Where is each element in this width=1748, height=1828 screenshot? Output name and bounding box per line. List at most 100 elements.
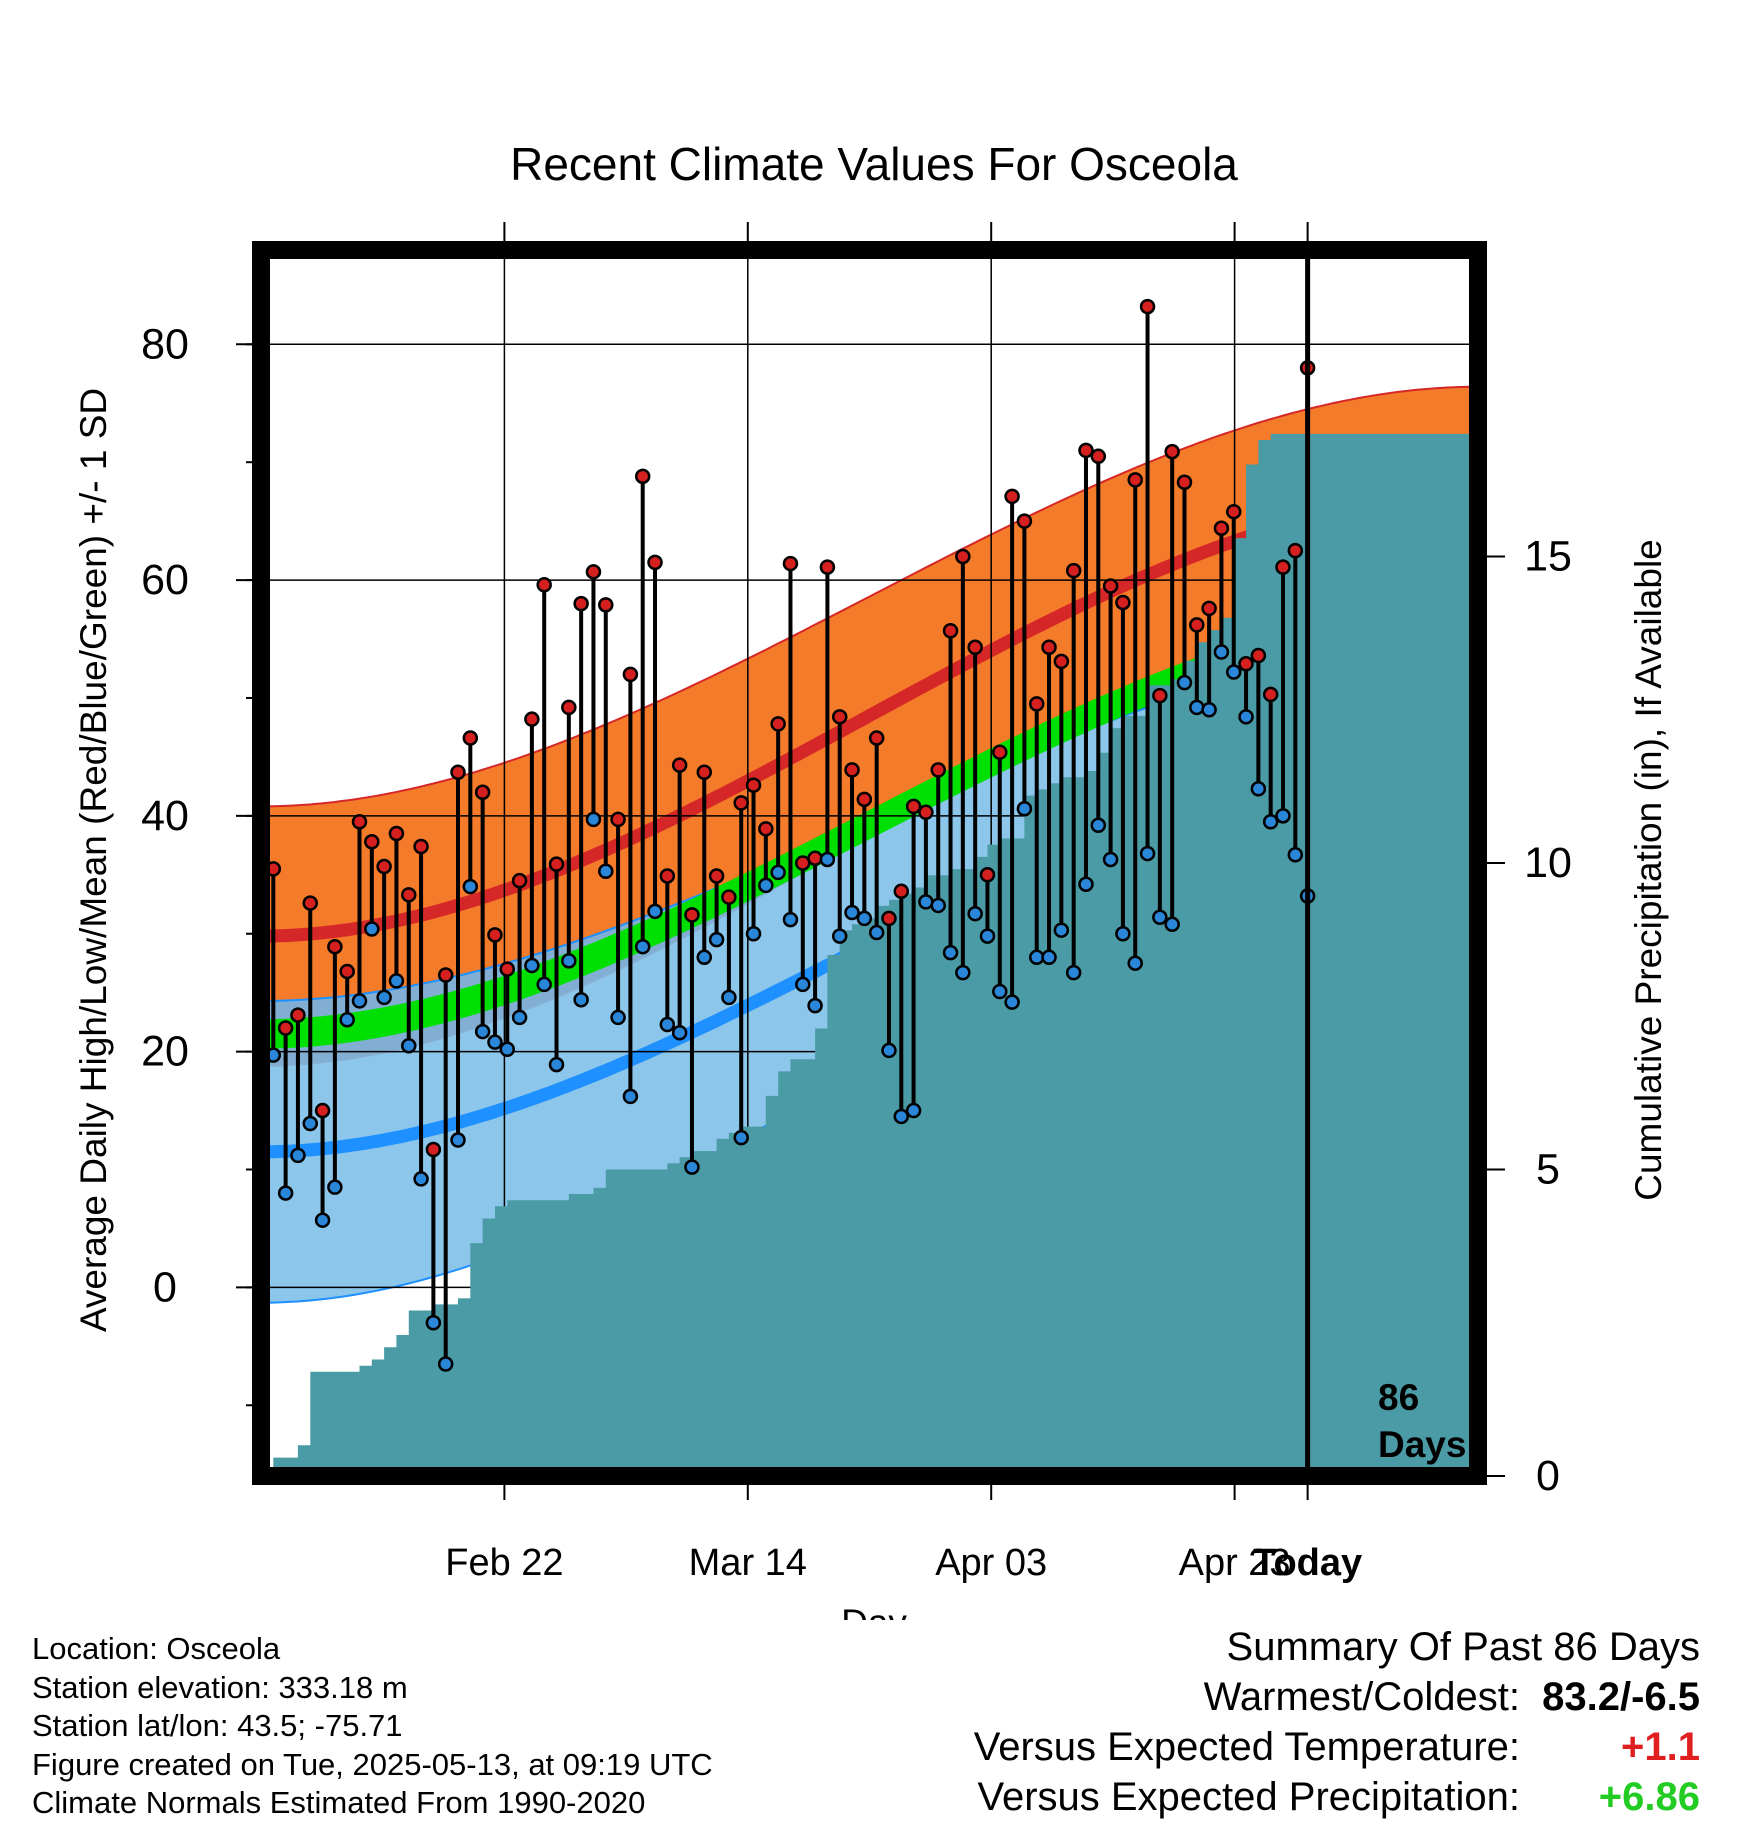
daily-low-point: [1213, 644, 1230, 660]
summary-temp-value: +1.1: [1621, 1725, 1700, 1769]
daily-high-point: [1065, 562, 1082, 579]
daily-low-point: [364, 921, 380, 937]
daily-low-point: [302, 1115, 319, 1132]
daily-low-point: [437, 1356, 454, 1372]
daily-high-point: [1250, 647, 1267, 664]
daily-low-point: [893, 1108, 910, 1125]
daily-low-point: [1262, 813, 1279, 830]
daily-high-point: [795, 855, 811, 871]
daily-high-point: [548, 856, 565, 872]
daily-low-point: [1016, 801, 1033, 817]
daily-low-point: [1201, 702, 1217, 718]
daily-low-point: [524, 957, 540, 974]
daily-low-point: [598, 863, 614, 880]
daily-low-point: [339, 1012, 355, 1028]
summary-temp-row: Versus Expected Temperature: +1.1: [974, 1722, 1700, 1772]
summary-extremes-label: Warmest/Coldest:: [1203, 1675, 1520, 1719]
station-elevation: Station elevation: 333.18 m: [32, 1669, 408, 1705]
daily-high-point: [918, 804, 934, 821]
daily-low-point: [413, 1171, 429, 1187]
daily-high-point: [364, 834, 380, 850]
chart-title: Recent Climate Values For Osceola: [510, 138, 1238, 190]
daily-high-point: [647, 554, 663, 571]
daily-high-point: [807, 850, 823, 867]
daily-high-point: [1053, 653, 1070, 670]
daily-high-point: [782, 555, 799, 572]
today-days-label: Days: [1378, 1424, 1466, 1465]
daily-high-point: [844, 762, 860, 778]
daily-high-point: [930, 762, 946, 778]
daily-low-point: [708, 931, 725, 948]
daily-low-point: [314, 1212, 331, 1228]
daily-high-point: [770, 716, 786, 732]
normals-note: Climate Normals Estimated From 1990-2020: [32, 1785, 646, 1820]
daily-high-point: [413, 838, 429, 855]
daily-high-point: [1275, 559, 1291, 575]
x-tick-label: Today: [1253, 1542, 1362, 1584]
figure-created: Figure created on Tue, 2025-05-13, at 09…: [32, 1746, 713, 1782]
daily-high-point: [684, 907, 700, 923]
y-tick-label: 80: [141, 320, 189, 368]
summary-title: Summary Of Past 86 Days: [1226, 1625, 1700, 1669]
daily-high-point: [388, 825, 405, 842]
daily-low-point: [684, 1159, 700, 1175]
daily-low-point: [942, 944, 959, 961]
daily-low-point: [1090, 817, 1107, 834]
daily-low-point: [511, 1009, 528, 1026]
daily-low-point: [1127, 955, 1143, 971]
daily-low-point: [992, 983, 1008, 1000]
daily-low-point: [622, 1088, 639, 1105]
daily-high-point: [881, 910, 897, 927]
daily-low-point: [721, 989, 737, 1006]
daily-high-point: [1041, 639, 1057, 656]
daily-low-point: [819, 851, 836, 868]
daily-low-point: [758, 877, 774, 894]
daily-high-point: [696, 764, 713, 780]
station-info: Location: Osceola Station elevation: 333…: [32, 1630, 713, 1823]
daily-low-point: [548, 1056, 565, 1073]
daily-low-point: [487, 1034, 503, 1050]
daily-high-point: [1238, 656, 1254, 672]
daily-high-point: [659, 868, 676, 884]
x-axis-title: Day: [841, 1602, 907, 1620]
today-days-count: 86: [1378, 1377, 1419, 1418]
daily-low-point: [388, 973, 405, 989]
daily-low-point: [671, 1025, 688, 1041]
daily-low-point: [376, 989, 392, 1006]
daily-high-point: [511, 872, 528, 889]
daily-low-point: [905, 1102, 922, 1119]
y2-tick-label: 5: [1536, 1146, 1560, 1194]
daily-high-point: [1262, 686, 1279, 703]
climate-chart: Recent Climate Values For Osceola 86 Days…: [73, 138, 1669, 1620]
summary-extremes-value: 83.2/-6.5: [1542, 1675, 1700, 1719]
daily-low-point: [844, 904, 860, 921]
daily-low-point: [856, 910, 873, 927]
daily-high-point: [1176, 474, 1193, 490]
daily-low-point: [955, 964, 971, 981]
daily-high-point: [721, 889, 737, 905]
daily-high-point: [758, 821, 774, 837]
daily-low-point: [1028, 949, 1045, 966]
daily-low-point: [1115, 925, 1131, 942]
summary-extremes-row: Warmest/Coldest: 83.2/-6.5: [974, 1672, 1700, 1722]
daily-high-point: [1213, 520, 1230, 536]
daily-low-point: [918, 894, 934, 910]
daily-high-point: [868, 730, 885, 746]
daily-high-point: [401, 887, 417, 903]
y2-axis-title: Cumulative Precipitation (in), If Availa…: [1628, 539, 1669, 1201]
daily-high-point: [437, 967, 454, 983]
daily-low-point: [1078, 876, 1094, 892]
daily-high-point: [499, 961, 516, 977]
daily-low-point: [930, 897, 946, 914]
daily-high-point: [733, 795, 749, 811]
daily-high-point: [561, 699, 577, 716]
daily-high-point: [942, 623, 959, 639]
daily-low-point: [733, 1129, 749, 1146]
y-axis-title: Average Daily High/Low/Mean (Red/Blue/Gr…: [73, 388, 114, 1332]
daily-high-point: [1004, 488, 1020, 505]
daily-low-point: [1238, 709, 1254, 725]
daily-low-point: [450, 1132, 466, 1148]
daily-high-point: [585, 564, 602, 580]
x-tick-label: Apr 03: [935, 1542, 1047, 1584]
daily-low-point: [1041, 949, 1057, 966]
